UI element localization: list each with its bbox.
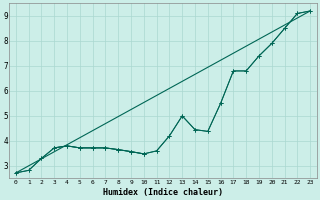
X-axis label: Humidex (Indice chaleur): Humidex (Indice chaleur) bbox=[103, 188, 223, 197]
